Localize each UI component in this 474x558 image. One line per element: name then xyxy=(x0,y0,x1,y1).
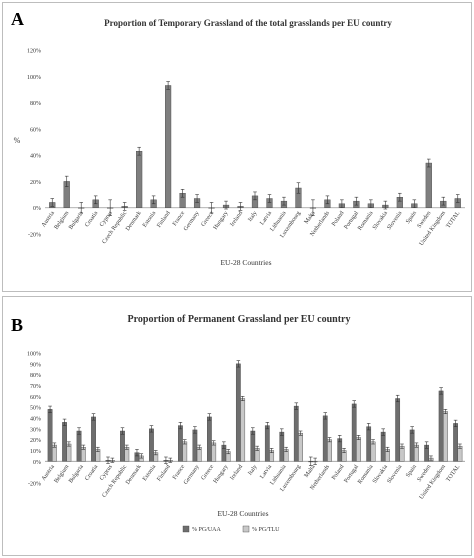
bar-ireland-s2 xyxy=(240,398,246,462)
chart-a-svg: Proportion of Temporary Grassland of the… xyxy=(14,18,465,267)
legend-swatch-2 xyxy=(242,525,250,533)
x-tick-label-total: TOTAL xyxy=(446,210,462,229)
chart-b-ytick-label: -20% xyxy=(28,482,41,488)
bar-united-kingdom-s2 xyxy=(443,411,448,462)
panel-label-b: B xyxy=(11,315,24,335)
chart-b-ytick-label: 40% xyxy=(30,417,41,423)
x-tick-label-slovenia: Slovenia xyxy=(387,210,404,231)
x-tick-label-spain: Spain xyxy=(405,464,418,479)
chart-b-ytick-label: 90% xyxy=(30,362,41,368)
bar-denmark xyxy=(136,150,143,208)
x-tick-label-bulgaria: Bulgaria xyxy=(68,464,85,485)
chart-a-ytick-label: 100% xyxy=(27,75,41,81)
bar-ireland-s1 xyxy=(235,363,241,462)
bar-lithuania-s1 xyxy=(279,431,285,462)
chart-b-ytick-label: 0% xyxy=(33,460,41,466)
legend-swatch-1 xyxy=(182,525,190,533)
x-tick-label-france: France xyxy=(172,464,186,481)
x-tick-label-finland: Finland xyxy=(156,210,171,228)
x-tick-label-italy: Italy xyxy=(247,464,258,476)
chart-a-ylabel: % xyxy=(14,136,21,145)
x-tick-label-bulgaria: Bulgaria xyxy=(68,210,85,231)
bar-croatia-s1 xyxy=(91,416,96,462)
bar-greece-s2 xyxy=(211,442,217,462)
x-tick-label-finland: Finland xyxy=(156,464,171,482)
chart-a-ytick-label: -20% xyxy=(28,233,41,239)
chart-b-ytick-label: 50% xyxy=(30,406,41,412)
legend-label-2: % PG/TLU xyxy=(252,527,280,533)
x-tick-label-ireland: Ireland xyxy=(229,210,244,227)
bar-romania-s1 xyxy=(366,426,372,462)
legend-label-1: % PG/UAA xyxy=(192,527,222,533)
bar-netherlands-s1 xyxy=(322,415,328,462)
bar-estonia-s1 xyxy=(149,428,154,462)
x-tick-label-hungary: Hungary xyxy=(213,210,230,231)
chart-a-title: Proportion of Temporary Grassland of the… xyxy=(104,18,392,28)
x-tick-label-spain: Spain xyxy=(405,210,418,225)
x-tick-label-france: France xyxy=(172,210,186,227)
bar-united-kingdom-s1 xyxy=(438,390,444,462)
x-tick-label-hungary: Hungary xyxy=(213,464,230,485)
chart-b-ytick-label: 70% xyxy=(30,384,41,390)
x-tick-label-poland: Poland xyxy=(331,464,345,481)
bar-slovakia-s1 xyxy=(380,431,386,462)
bar-italy-s1 xyxy=(250,430,256,462)
bar-luxembourg-s2 xyxy=(298,432,303,462)
bar-austria-s1 xyxy=(47,409,53,462)
x-tick-label-latvia: Latvia xyxy=(259,210,273,226)
x-tick-label-greece: Greece xyxy=(201,210,216,228)
bar-belgium-s2 xyxy=(66,443,72,462)
chart-b-ytick-label: 80% xyxy=(30,373,41,379)
bar-latvia-s1 xyxy=(264,425,270,462)
x-tick-label-italy: Italy xyxy=(247,210,258,222)
x-tick-label-croatia: Croatia xyxy=(84,210,99,228)
chart-b-title: Proportion of Permanent Grassland per EU… xyxy=(128,314,351,325)
x-tick-label-croatia: Croatia xyxy=(84,464,99,482)
bar-slovenia-s1 xyxy=(395,398,401,462)
bar-netherlands-s2 xyxy=(327,439,332,462)
chart-a-ytick-label: 120% xyxy=(27,49,41,55)
x-tick-label-poland: Poland xyxy=(331,210,345,227)
chart-b-xlabel: EU-28 Countries xyxy=(217,509,268,518)
x-tick-label-greece: Greece xyxy=(201,464,216,482)
bar-france-s2 xyxy=(182,441,188,462)
bar-spain-s1 xyxy=(409,429,415,462)
x-tick-label-malta: Malta xyxy=(304,464,317,479)
chart-b-ytick-label: 30% xyxy=(30,427,41,433)
chart-a-ytick-label: 0% xyxy=(33,206,41,212)
bar-portugal-s2 xyxy=(356,437,361,462)
bar-finland xyxy=(165,85,172,208)
chart-b-ytick-label: 100% xyxy=(27,352,41,358)
chart-b-ytick-label: 20% xyxy=(30,438,41,444)
chart-panel-b: B Proportion of Permanent Grassland per … xyxy=(2,296,472,556)
chart-a-ytick-label: 60% xyxy=(30,127,41,133)
chart-b-ytick-label: 60% xyxy=(30,395,41,401)
x-tick-label-slovenia: Slovenia xyxy=(387,464,404,485)
bar-sweden xyxy=(425,162,432,208)
chart-panel-a: A Proportion of Temporary Grassland of t… xyxy=(2,2,472,292)
bar-greece-s1 xyxy=(207,416,212,462)
chart-a-xlabel: EU-28 Countries xyxy=(220,258,271,267)
x-tick-label-latvia: Latvia xyxy=(259,464,273,480)
bar-germany-s1 xyxy=(192,429,198,462)
chart-b-ytick-label: 10% xyxy=(30,449,41,455)
x-tick-label-ireland: Ireland xyxy=(229,464,244,481)
bar-france-s1 xyxy=(178,425,183,462)
bar-total-s1 xyxy=(453,423,458,462)
bar-portugal-s1 xyxy=(351,403,357,462)
bar-czech-republic-s1 xyxy=(120,430,125,462)
bar-belgium-s1 xyxy=(62,422,67,462)
bar-luxembourg-s1 xyxy=(293,405,299,462)
panel-label-a: A xyxy=(11,9,24,29)
bar-romania-s2 xyxy=(370,441,376,462)
chart-a-ytick-label: 80% xyxy=(30,101,41,107)
bar-bulgaria-s1 xyxy=(76,430,82,462)
x-tick-label-total: TOTAL xyxy=(446,464,462,483)
chart-b-svg: Proportion of Permanent Grassland per EU… xyxy=(27,314,465,533)
chart-a-ytick-label: 40% xyxy=(30,154,41,160)
chart-a-ytick-label: 20% xyxy=(30,180,41,186)
x-tick-label-malta: Malta xyxy=(304,210,317,225)
